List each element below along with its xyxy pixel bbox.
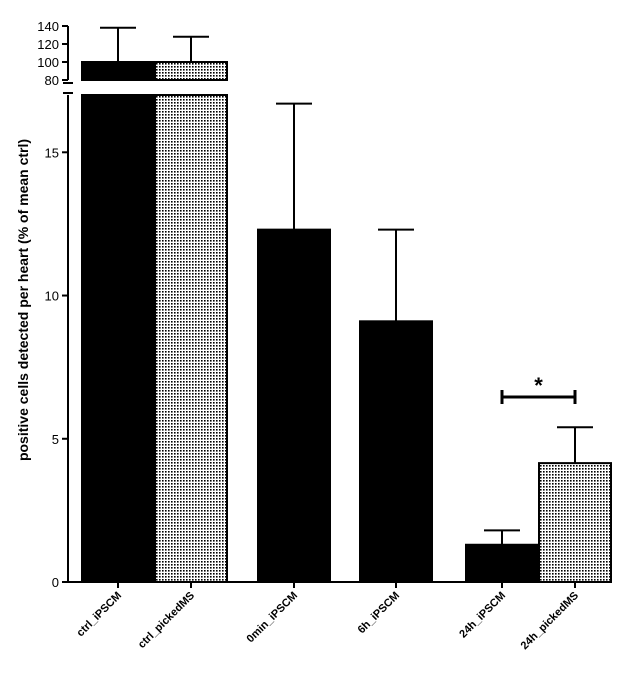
x-tick-label-ctrl-pickedms: ctrl_pickedMS (136, 590, 197, 651)
y-tick-label-15: 15 (45, 145, 59, 160)
bar-24h-ipscm (465, 543, 539, 584)
error-bar-24h-pickedms (557, 426, 593, 464)
x-tick-label-24h-ipscm: 24h_iPSCM (457, 590, 508, 641)
plot-area: 0 5 10 15 80 100 120 140 ctrl_iPSCM ctrl_pickedMS… (0, 19, 632, 652)
error-bar-ctrl-ipscm (100, 26, 136, 62)
y-tick-label-140: 140 (37, 19, 59, 34)
error-bar-6h-ipscm (378, 228, 414, 322)
bar-24h-pickedms (538, 462, 612, 584)
axis-break-gap (0, 83, 632, 92)
bar-ctrl-ipscm (81, 61, 155, 583)
y-tick-label-80: 80 (45, 73, 59, 88)
y-tick-label-10: 10 (45, 289, 59, 304)
bar-0min-ipscm (257, 228, 331, 583)
y-axis-label: positive cells detected per heart (% of … (15, 139, 31, 461)
x-tick-label-6h-ipscm: 6h_iPSCM (356, 590, 403, 637)
bar-ctrl-ipscm-lower (81, 94, 155, 583)
error-bar-24h-ipscm (484, 529, 520, 545)
bar-ctrl-ipscm-upper (81, 61, 155, 81)
x-tick-label-0min-ipscm: 0min_iPSCM (245, 590, 301, 646)
error-bar-0min-ipscm (276, 102, 312, 230)
y-tick-label-5: 5 (52, 432, 59, 447)
x-tick-label-24h-pickedms: 24h_pickedMS (519, 590, 582, 653)
y-tick-label-0: 0 (52, 575, 59, 590)
significance-bracket (500, 390, 577, 404)
bar-ctrl-pickedms-lower (154, 94, 228, 583)
bar-ctrl-pickedms (154, 61, 228, 583)
y-tick-label-100: 100 (37, 55, 59, 70)
bar-ctrl-pickedms-upper (154, 61, 228, 81)
x-tick-label-ctrl-ipscm: ctrl_iPSCM (75, 590, 125, 640)
significance-label: * (534, 373, 543, 398)
bar-6h-ipscm (359, 320, 433, 583)
y-tick-label-120: 120 (37, 37, 59, 52)
error-bar-ctrl-pickedms (173, 35, 209, 62)
